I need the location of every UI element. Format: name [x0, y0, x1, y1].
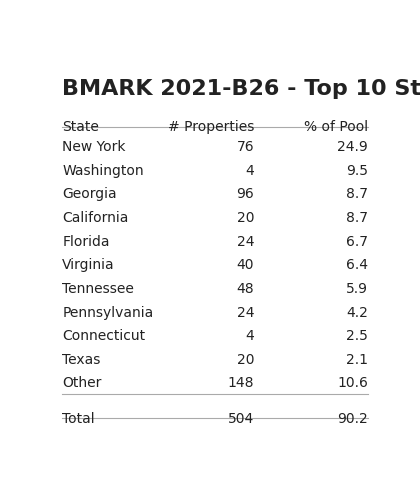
- Text: 6.4: 6.4: [346, 258, 368, 272]
- Text: % of Pool: % of Pool: [304, 120, 368, 134]
- Text: Other: Other: [62, 376, 102, 391]
- Text: # Properties: # Properties: [168, 120, 255, 134]
- Text: 20: 20: [237, 353, 255, 367]
- Text: California: California: [62, 211, 129, 225]
- Text: 148: 148: [228, 376, 255, 391]
- Text: 5.9: 5.9: [346, 282, 368, 296]
- Text: 8.7: 8.7: [346, 211, 368, 225]
- Text: Pennsylvania: Pennsylvania: [62, 305, 154, 319]
- Text: 4: 4: [246, 329, 255, 343]
- Text: 20: 20: [237, 211, 255, 225]
- Text: New York: New York: [62, 140, 126, 154]
- Text: 96: 96: [236, 187, 255, 202]
- Text: BMARK 2021-B26 - Top 10 States: BMARK 2021-B26 - Top 10 States: [62, 79, 420, 99]
- Text: 6.7: 6.7: [346, 235, 368, 249]
- Text: 10.6: 10.6: [337, 376, 368, 391]
- Text: Georgia: Georgia: [62, 187, 117, 202]
- Text: State: State: [62, 120, 99, 134]
- Text: 4.2: 4.2: [346, 305, 368, 319]
- Text: Florida: Florida: [62, 235, 110, 249]
- Text: 8.7: 8.7: [346, 187, 368, 202]
- Text: Tennessee: Tennessee: [62, 282, 134, 296]
- Text: Washington: Washington: [62, 164, 144, 178]
- Text: 2.1: 2.1: [346, 353, 368, 367]
- Text: 4: 4: [246, 164, 255, 178]
- Text: 9.5: 9.5: [346, 164, 368, 178]
- Text: 76: 76: [237, 140, 255, 154]
- Text: Virginia: Virginia: [62, 258, 115, 272]
- Text: 24: 24: [237, 235, 255, 249]
- Text: Connecticut: Connecticut: [62, 329, 145, 343]
- Text: 48: 48: [237, 282, 255, 296]
- Text: 2.5: 2.5: [346, 329, 368, 343]
- Text: Total: Total: [62, 412, 95, 426]
- Text: 40: 40: [237, 258, 255, 272]
- Text: 24.9: 24.9: [338, 140, 368, 154]
- Text: 504: 504: [228, 412, 255, 426]
- Text: 24: 24: [237, 305, 255, 319]
- Text: Texas: Texas: [62, 353, 101, 367]
- Text: 90.2: 90.2: [338, 412, 368, 426]
